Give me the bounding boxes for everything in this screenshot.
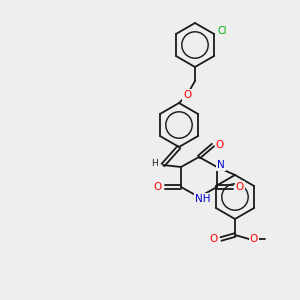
Text: H: H <box>151 158 158 167</box>
Text: Cl: Cl <box>217 26 227 36</box>
Text: O: O <box>154 182 162 192</box>
Text: O: O <box>236 182 244 192</box>
Text: O: O <box>210 234 218 244</box>
Text: O: O <box>216 140 224 150</box>
Text: O: O <box>183 90 191 100</box>
Text: N: N <box>217 160 225 170</box>
Text: NH: NH <box>195 194 211 204</box>
Text: O: O <box>250 234 258 244</box>
